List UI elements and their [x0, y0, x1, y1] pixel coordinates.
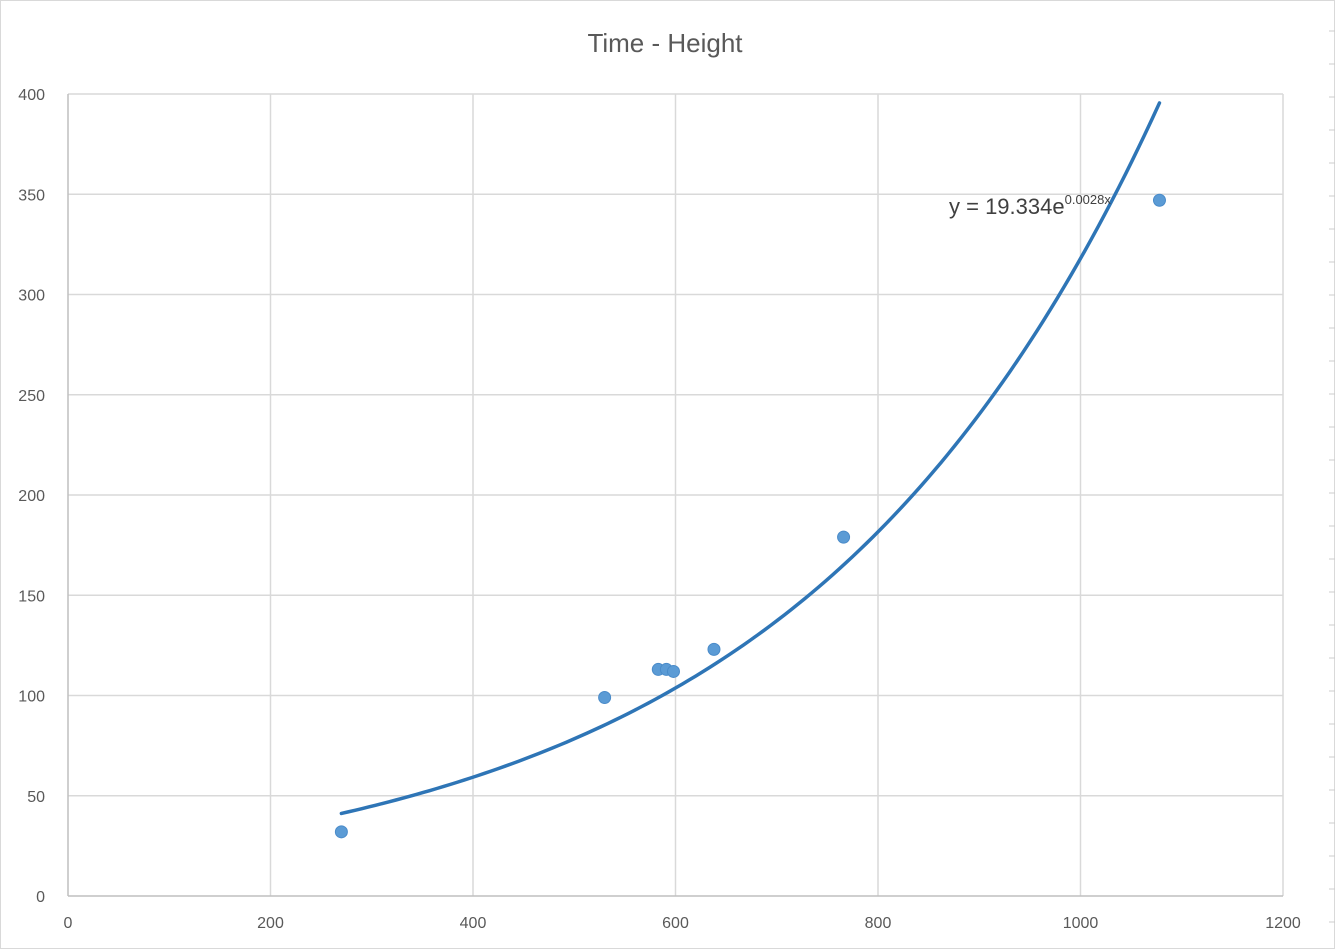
y-tick-label: 200: [18, 488, 45, 505]
y-tick-label: 300: [18, 288, 45, 305]
y-tick-label: 350: [18, 187, 45, 204]
x-tick-label: 0: [64, 915, 73, 932]
y-tick-label: 150: [18, 588, 45, 605]
trendline-equation: y = 19.334e0.0028x: [949, 192, 1111, 219]
x-tick-label: 800: [865, 915, 892, 932]
trendline-group: [339, 101, 1162, 816]
data-point: [1152, 193, 1166, 207]
trendline-equation-exponent: 0.0028x: [1065, 192, 1112, 207]
y-tick-label: 250: [18, 388, 45, 405]
gridlines: [68, 93, 1284, 896]
frame-edge-ticks: [1329, 30, 1335, 923]
chart-title: Time - Height: [587, 28, 743, 58]
axes: [67, 94, 1283, 897]
data-point: [837, 530, 851, 544]
data-points: [334, 193, 1166, 839]
trendline-equation-main: y = 19.334e: [949, 194, 1065, 219]
x-tick-label: 1200: [1265, 915, 1301, 932]
x-tick-label: 600: [662, 915, 689, 932]
y-tick-label: 50: [27, 789, 45, 806]
trendline-curve: [339, 101, 1162, 816]
x-tick-label: 400: [460, 915, 487, 932]
data-point: [707, 642, 721, 656]
y-tick-label: 100: [18, 689, 45, 706]
x-tick-label: 200: [257, 915, 284, 932]
data-point: [598, 691, 612, 705]
data-point: [666, 664, 680, 678]
x-tick-label: 1000: [1063, 915, 1099, 932]
y-tick-label: 400: [18, 87, 45, 104]
tick-labels: 0 200 400 600 800 1000 1200 0 50 100 150 200 250 300 3…: [18, 87, 1301, 932]
data-point: [334, 825, 348, 839]
y-tick-label: 0: [36, 889, 45, 906]
